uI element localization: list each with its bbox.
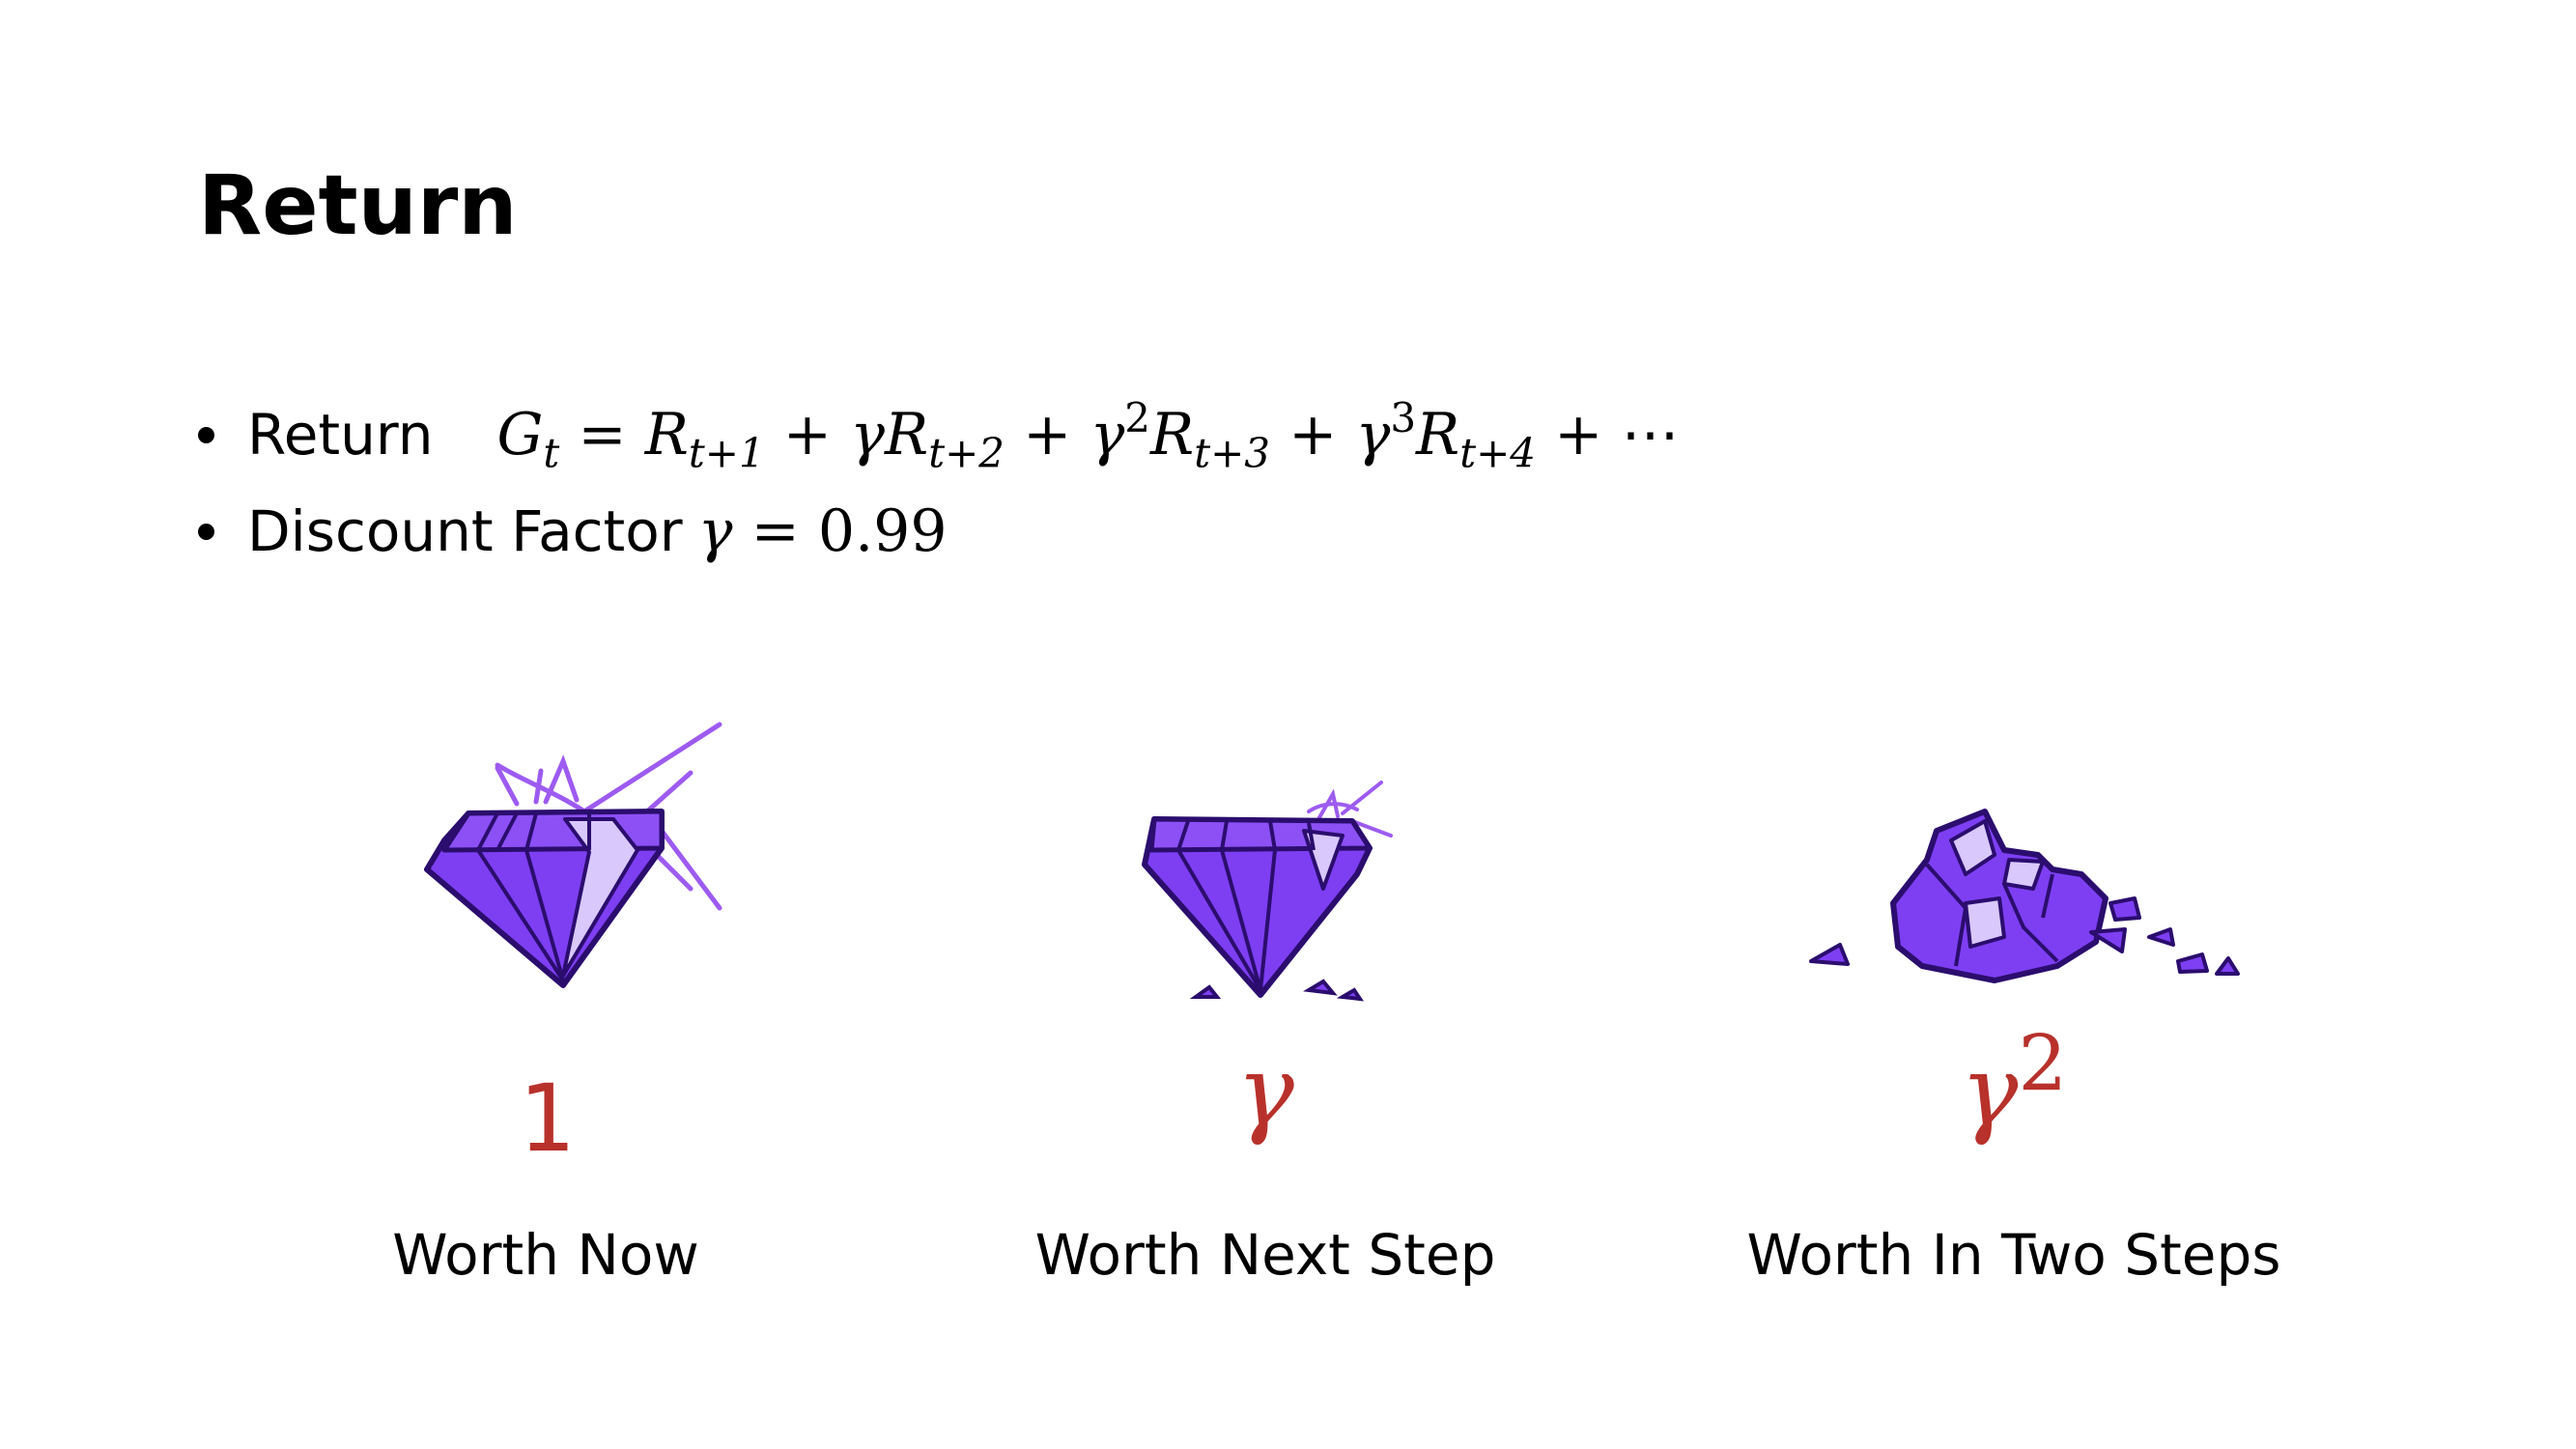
reward-item-next-step: γ Worth Next Step bbox=[927, 705, 1603, 1304]
reward-item-now: 1 Worth Now bbox=[208, 705, 884, 1304]
return-formula: Gt = Rt+1 + γRt+2 + γ2Rt+3 + γ3Rt+4 + ⋯ bbox=[496, 393, 1680, 477]
bullet-return: Return Gt = Rt+1 + γRt+2 + γ2Rt+3 + γ3Rt… bbox=[198, 386, 1679, 483]
bullet-label: Return bbox=[247, 402, 434, 468]
item-caption: Worth Next Step bbox=[1034, 1222, 1496, 1288]
sparkling-gem-icon bbox=[424, 722, 722, 988]
bullet-label: Discount Factor bbox=[247, 498, 683, 564]
shattered-gem-icon bbox=[1809, 809, 2240, 983]
chipped-gem-icon bbox=[1142, 781, 1393, 1002]
slide-title: Return bbox=[198, 157, 518, 254]
discount-factor-value: 1 bbox=[518, 1065, 574, 1173]
bullet-dot-icon bbox=[198, 523, 214, 540]
bullet-discount-factor: Discount Factor γ = 0.99 bbox=[198, 483, 948, 580]
discount-formula: γ = 0.99 bbox=[697, 497, 948, 565]
item-caption: Worth Now bbox=[392, 1222, 699, 1288]
bullet-dot-icon bbox=[198, 426, 214, 443]
discount-factor-value: γ2 bbox=[1960, 1018, 2068, 1148]
item-caption: Worth In Two Steps bbox=[1746, 1222, 2281, 1288]
reward-item-two-steps: γ2 Worth In Two Steps bbox=[1676, 705, 2352, 1304]
discount-factor-value: γ bbox=[1236, 1035, 1294, 1148]
